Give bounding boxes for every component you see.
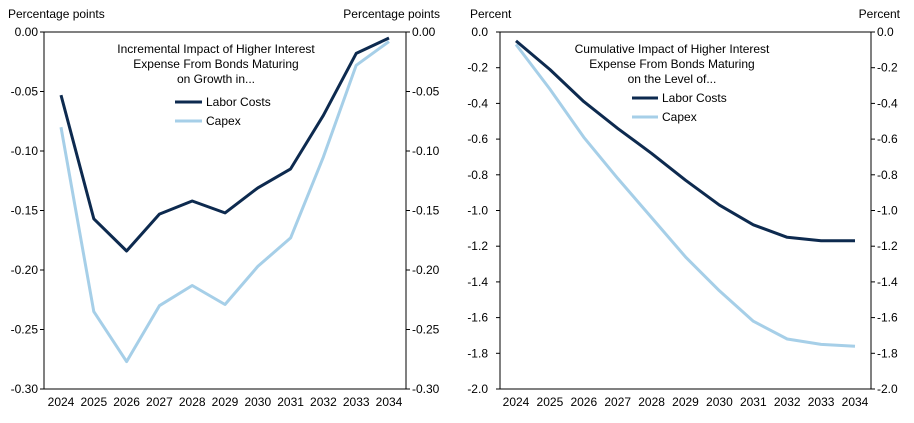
left-xtick-label: 2033	[343, 395, 370, 409]
left-ytick-label-right: -0.10	[412, 144, 440, 158]
right-ytick-label-right: -0.8	[877, 168, 898, 182]
right-xtick-label: 2032	[774, 395, 801, 409]
left-ytick-label-left: -0.15	[11, 204, 39, 218]
left-xtick-label: 2032	[310, 395, 337, 409]
right-xtick-label: 2033	[808, 395, 835, 409]
right-title-line-2: Expense From Bonds Maturing	[589, 57, 754, 71]
left-ytick-label-left: 0.00	[15, 25, 39, 39]
left-ytick-label-right: -0.15	[412, 204, 440, 218]
left-ylabel-right: Percentage points	[343, 7, 440, 21]
right-ytick-label-left: -1.4	[467, 275, 488, 289]
left-legend-label-capex: Capex	[206, 114, 241, 128]
left-xtick-label: 2026	[113, 395, 140, 409]
left-xtick-label: 2027	[146, 395, 173, 409]
left-ylabel-left: Percentage points	[8, 7, 105, 21]
right-series-line-labor-costs	[515, 39, 855, 243]
right-ytick-label-left: -1.8	[467, 346, 488, 360]
left-series-line-capex	[59, 40, 390, 364]
right-xtick-label: 2030	[706, 395, 733, 409]
left-ytick-label-right: -0.30	[412, 382, 440, 396]
right-ylabel-right: Percent	[859, 7, 901, 21]
right-legend-label-labor: Labor Costs	[662, 91, 727, 105]
left-ytick-label-right: -0.05	[412, 85, 440, 99]
right-legend-label-capex: Capex	[662, 110, 697, 124]
chart-right: Percent Percent 0.0 0.0 -0.2 -0.2 -0.4 -0.4 -0…	[467, 7, 900, 409]
left-xtick-label: 2034	[376, 395, 403, 409]
right-xtick-label: 2028	[638, 395, 665, 409]
left-ytick-label-left: -0.20	[11, 263, 39, 277]
right-ytick-label-left: -1.2	[467, 239, 488, 253]
right-ylabel-left: Percent	[470, 7, 512, 21]
right-ytick-label-right: -1.8	[877, 346, 898, 360]
left-xtick-label: 2030	[244, 395, 271, 409]
right-ytick-label-left: 0.0	[471, 25, 488, 39]
right-ytick-label-right: -1.0	[877, 204, 898, 218]
right-xtick-label: 2026	[570, 395, 597, 409]
right-ytick-label-right: -0.4	[877, 96, 898, 110]
left-title-line-1: Incremental Impact of Higher Interest	[117, 42, 315, 56]
right-xtick-label: 2025	[537, 395, 564, 409]
left-xtick-label: 2029	[212, 395, 239, 409]
right-ytick-label-right: 0.0	[877, 25, 894, 39]
right-ytick-label-left: -0.4	[467, 96, 488, 110]
left-xtick-label: 2028	[179, 395, 206, 409]
chart-left: Percentage points Percentage points 0.00…	[8, 7, 440, 409]
right-ytick-label-right: -1.2	[877, 239, 898, 253]
right-xtick-label: 2031	[740, 395, 767, 409]
right-ytick-label-left: -1.6	[467, 311, 488, 325]
right-title-line-1: Cumulative Impact of Higher Interest	[575, 42, 770, 56]
left-ytick-label-left: -0.10	[11, 144, 39, 158]
right-ytick-label-right: -0.6	[877, 132, 898, 146]
left-ytick-label-left: -0.30	[11, 382, 39, 396]
left-title-line-2: Expense From Bonds Maturing	[133, 57, 298, 71]
right-ytick-label-left: -0.8	[467, 168, 488, 182]
left-xtick-label: 2024	[48, 395, 75, 409]
right-title-line-3: on the Level of...	[628, 72, 717, 86]
right-ytick-label-right: -1.6	[877, 311, 898, 325]
left-ytick-label-right: 0.00	[412, 25, 436, 39]
right-xtick-label: 2027	[604, 395, 631, 409]
left-title-line-3: on Growth in...	[177, 72, 255, 86]
right-ytick-label-left: -2.0	[467, 382, 488, 396]
right-xtick-label: 2024	[503, 395, 530, 409]
right-xtick-label: 2029	[672, 395, 699, 409]
right-series-line-capex	[514, 43, 856, 348]
right-xtick-label: 2034	[842, 395, 869, 409]
right-ytick-label-right: -0.2	[877, 61, 898, 75]
left-legend-label-labor: Labor Costs	[206, 95, 271, 109]
right-ytick-label-right: -2.0	[877, 382, 898, 396]
right-ytick-label-left: -1.0	[467, 204, 488, 218]
left-series-line-labor-costs	[59, 36, 390, 253]
left-ytick-label-right: -0.25	[412, 323, 440, 337]
right-ytick-label-left: -0.2	[467, 61, 488, 75]
left-ytick-label-right: -0.20	[412, 263, 440, 277]
right-ytick-label-right: -1.4	[877, 275, 898, 289]
left-xtick-label: 2031	[277, 395, 304, 409]
right-ytick-label-left: -0.6	[467, 132, 488, 146]
left-ytick-label-left: -0.25	[11, 323, 39, 337]
left-xtick-label: 2025	[80, 395, 107, 409]
left-ytick-label-left: -0.05	[11, 85, 39, 99]
